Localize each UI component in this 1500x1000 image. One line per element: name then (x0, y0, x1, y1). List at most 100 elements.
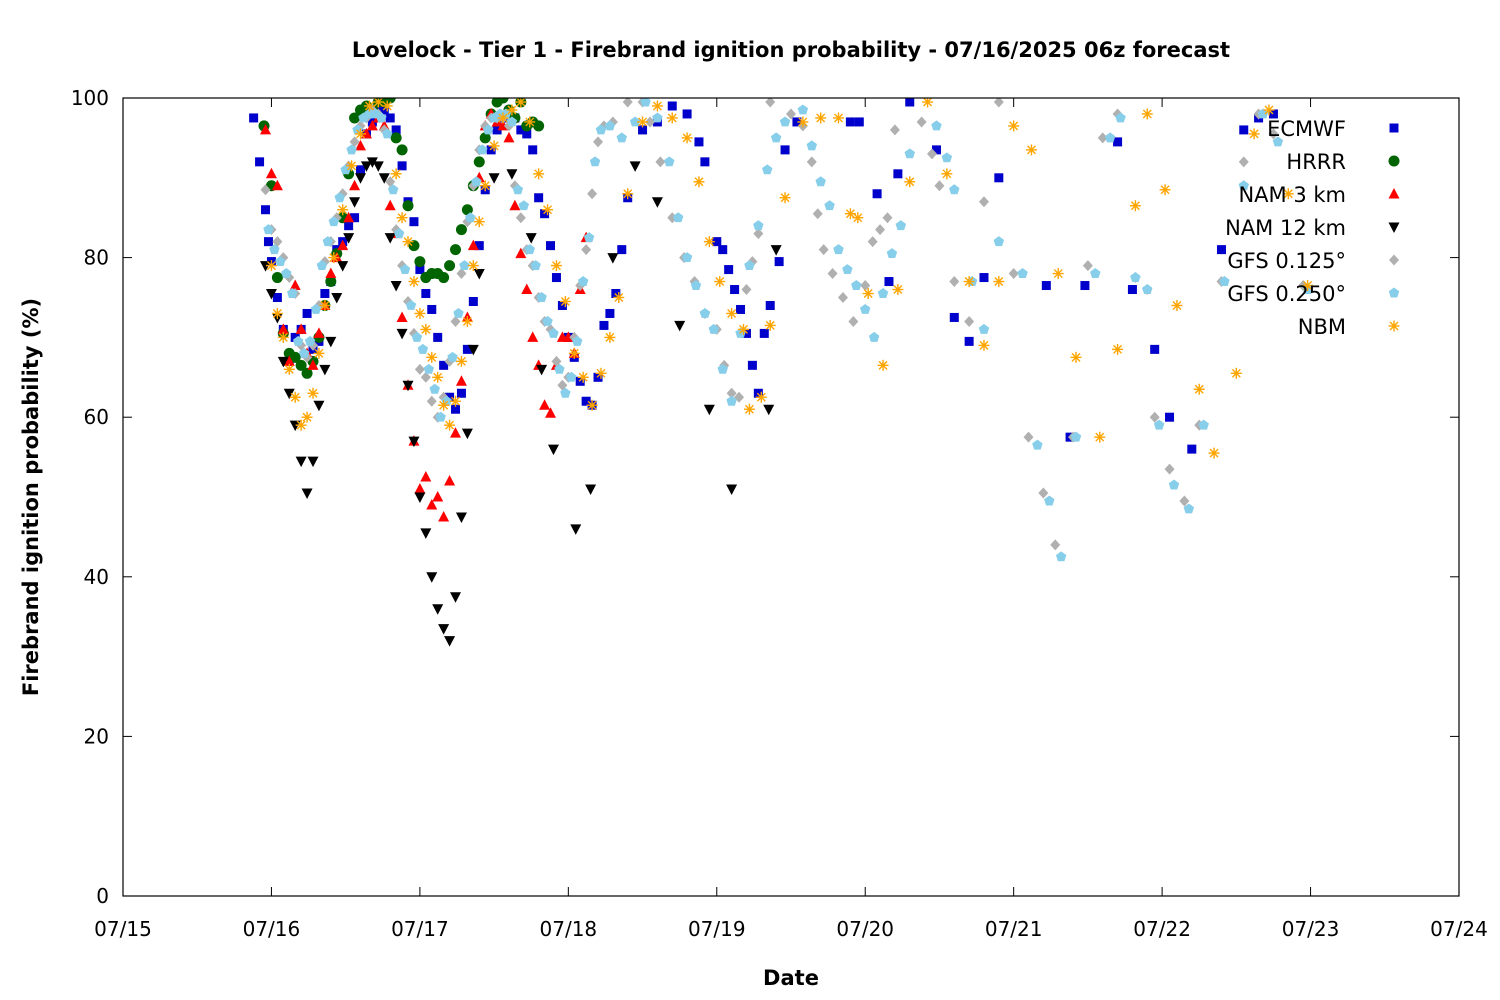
data-point (346, 160, 358, 172)
data-point (304, 335, 316, 346)
plot-frame (122, 97, 1460, 897)
data-point (260, 184, 271, 196)
data-point (301, 411, 313, 423)
data-point (506, 104, 518, 116)
data-point (319, 299, 331, 311)
data-point (726, 307, 738, 319)
data-point (700, 157, 710, 167)
data-point (530, 260, 541, 271)
data-point (337, 261, 349, 272)
data-point (1032, 439, 1043, 450)
data-point (815, 176, 826, 187)
data-point (862, 288, 874, 300)
data-point (384, 199, 396, 211)
data-point (355, 139, 367, 151)
data-point (385, 113, 395, 123)
data-point (456, 388, 466, 398)
x-tick-label: 07/20 (836, 917, 894, 941)
data-point (1104, 132, 1116, 143)
data-point (993, 236, 1005, 247)
data-point (459, 260, 470, 271)
data-point (356, 165, 366, 175)
data-point (325, 336, 337, 348)
data-point (540, 209, 550, 219)
data-point (833, 112, 845, 124)
data-point (408, 240, 420, 252)
data-point (444, 636, 456, 647)
data-point (1150, 344, 1160, 354)
data-point (651, 100, 663, 112)
data-point (765, 300, 775, 310)
data-point (759, 328, 769, 338)
data-point (426, 498, 438, 510)
data-point (372, 98, 384, 108)
data-point (427, 304, 437, 314)
data-point (941, 152, 953, 163)
data-point (1082, 260, 1093, 272)
data-point (295, 323, 307, 334)
x-tick-label: 07/19 (688, 917, 746, 941)
data-point (283, 363, 295, 375)
data-point (1257, 108, 1269, 119)
data-point (378, 173, 390, 184)
data-point (320, 289, 330, 299)
data-point (423, 363, 435, 374)
data-point (265, 260, 277, 272)
data-point (307, 359, 319, 370)
data-point (301, 367, 313, 379)
data-point (868, 331, 880, 342)
data-point (824, 200, 835, 211)
legend-marker (1389, 123, 1399, 133)
data-point (269, 244, 280, 255)
data-point (488, 173, 500, 184)
data-point (399, 264, 411, 275)
data-point (506, 169, 518, 180)
data-point (577, 371, 589, 383)
data-point (581, 244, 592, 256)
data-point (325, 267, 337, 279)
data-point (806, 156, 817, 168)
data-point (307, 456, 319, 468)
data-point (611, 289, 621, 299)
data-point (655, 156, 666, 168)
data-point (851, 280, 862, 290)
data-point (468, 296, 478, 306)
data-point (515, 212, 526, 224)
data-point (534, 193, 544, 203)
data-point (1193, 383, 1205, 395)
data-point (672, 212, 684, 223)
data-point (277, 323, 289, 334)
data-point (593, 372, 603, 382)
data-point (402, 236, 414, 248)
data-point (271, 272, 283, 284)
data-point (993, 276, 1005, 288)
data-point (461, 428, 473, 440)
data-point (473, 269, 485, 280)
data-point (566, 371, 577, 382)
data-point (587, 188, 598, 200)
data-point (895, 220, 907, 231)
data-point (1239, 125, 1249, 135)
data-point (255, 157, 265, 167)
data-point (640, 98, 651, 107)
data-point (355, 173, 367, 184)
data-point (551, 355, 562, 367)
data-point (444, 419, 456, 431)
data-point (271, 307, 283, 319)
data-point (328, 216, 340, 227)
data-point (703, 236, 715, 248)
data-point (477, 144, 488, 155)
data-point (473, 216, 485, 228)
data-point (753, 388, 763, 398)
data-point (414, 483, 426, 494)
data-point (1025, 144, 1037, 156)
data-point (516, 125, 526, 135)
data-point (376, 112, 387, 123)
series-6 (265, 98, 1314, 459)
data-point (402, 200, 414, 212)
data-point (1090, 268, 1101, 279)
data-point (408, 276, 420, 288)
data-point (681, 132, 693, 144)
data-point (420, 371, 431, 383)
y-tick-label: 0 (96, 884, 109, 908)
